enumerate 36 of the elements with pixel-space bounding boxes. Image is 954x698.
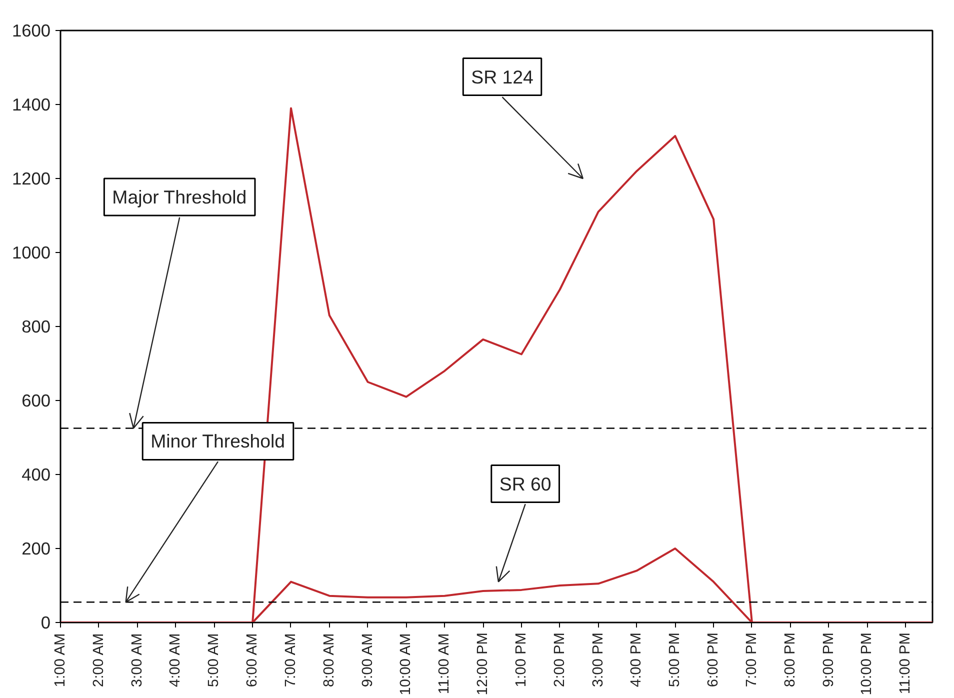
x-tick-label: 4:00 AM <box>168 633 184 688</box>
x-tick-label: 10:00 PM <box>859 632 876 696</box>
y-tick-label: 800 <box>22 316 51 336</box>
y-tick-label: 1600 <box>12 20 51 40</box>
annotation: Minor Threshold <box>150 430 286 452</box>
y-tick-label: 400 <box>22 464 51 484</box>
x-tick-label: 11:00 PM <box>898 632 914 694</box>
x-tick-label: 5:00 AM <box>206 633 222 688</box>
x-tick-label: 6:00 AM <box>244 633 261 688</box>
x-tick-label: 8:00 AM <box>321 633 338 688</box>
y-tick-label: 0 <box>40 612 51 632</box>
x-tick-label: 1:00 AM <box>52 633 68 688</box>
x-tick-label: 10:00 AM <box>398 633 414 696</box>
x-tick-label: 9:00 PM <box>820 632 837 688</box>
x-tick-label: 4:00 PM <box>628 632 645 688</box>
y-tick-label: 1000 <box>12 242 51 262</box>
x-tick-label: 9:00 AM <box>360 633 376 688</box>
x-tick-label: 3:00 PM <box>590 632 606 688</box>
x-tick-label: 2:00 AM <box>90 633 107 688</box>
y-tick-label: 200 <box>22 538 51 558</box>
x-tick-label: 7:00 PM <box>744 632 760 688</box>
x-tick-label: 1:00 PM <box>513 632 530 688</box>
x-tick-label: 2:00 PM <box>552 632 568 688</box>
x-tick-label: 11:00 AM <box>436 633 453 694</box>
y-tick-label: 1400 <box>12 94 51 114</box>
x-tick-label: 12:00 PM <box>475 632 492 696</box>
x-tick-label: 6:00 PM <box>706 632 722 688</box>
text: SR 60 <box>499 473 552 494</box>
annotation: Major Threshold <box>112 186 247 208</box>
y-tick-label: 600 <box>22 390 51 410</box>
x-tick-label: 7:00 AM <box>282 633 299 688</box>
text: SR 124 <box>471 66 534 88</box>
x-tick-label: 5:00 PM <box>667 632 684 688</box>
x-tick-label: 3:00 AM <box>129 633 146 688</box>
x-tick-label: 8:00 PM <box>782 632 798 688</box>
y-tick-label: 1200 <box>12 168 51 188</box>
